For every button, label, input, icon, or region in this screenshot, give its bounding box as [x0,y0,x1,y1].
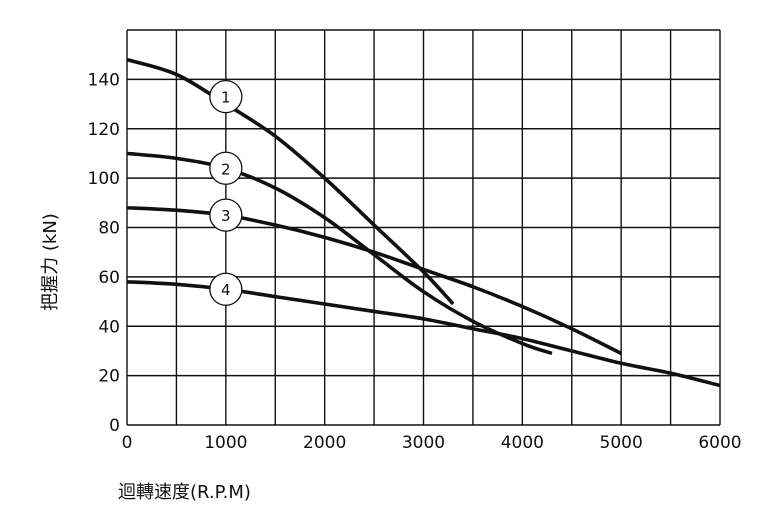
series-label-1: 1 [209,80,243,114]
series-label-4: 4 [209,272,243,306]
y-tick-label: 140 [88,70,120,90]
series-label-text: 3 [221,207,231,225]
x-tick-label: 6000 [698,433,741,453]
series-label-2: 2 [209,151,243,185]
grid [126,29,721,426]
series-markers: 1 2 3 4 [209,80,243,306]
x-tick-label: 1000 [204,433,247,453]
series-label-text: 1 [221,89,231,107]
series-label-circle [209,198,243,232]
x-tick-label: 3000 [402,433,445,453]
x-tick-label: 0 [122,433,133,453]
y-tick-label: 80 [98,219,120,239]
series-label-circle [209,151,243,185]
x-tick-label: 4000 [501,433,544,453]
x-tick-label: 5000 [600,433,643,453]
series-line-2 [126,151,553,356]
y-tick-label: 40 [98,317,120,337]
series-label-3: 3 [209,198,243,232]
y-tick-label: 60 [98,268,120,288]
y-tick-label: 0 [109,416,120,436]
y-axis-label: 把握力 (kN) [40,213,61,311]
tick-labels: 0 1000 2000 3000 4000 5000 6000 0 20 40 60 80 100 120… [88,70,742,453]
series-label-circle [209,272,243,306]
x-tick-label: 2000 [303,433,346,453]
x-axis-label: 迴轉速度(R.P.M) [118,482,251,503]
y-tick-label: 120 [88,120,120,140]
y-tick-label: 20 [98,367,120,387]
series-label-text: 4 [221,281,231,299]
series-label-circle [209,80,243,114]
y-tick-label: 100 [88,169,120,189]
series-label-text: 2 [221,160,231,178]
